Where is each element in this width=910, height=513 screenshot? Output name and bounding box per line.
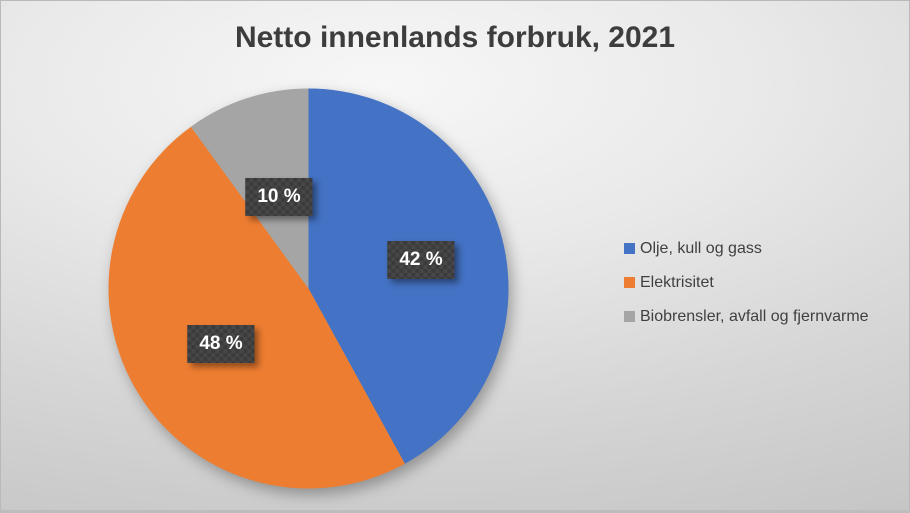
legend-swatch-icon — [624, 243, 635, 254]
pie-slice-1 — [108, 126, 405, 489]
legend-item-2: Biobrensler, avfall og fjernvarme — [624, 306, 869, 327]
legend: Olje, kull og gass Elektrisitet Biobrensle… — [624, 238, 869, 327]
data-label-2: 10 % — [245, 178, 313, 216]
legend-item-label: Biobrensler, avfall og fjernvarme — [640, 307, 869, 325]
legend-item-label: Elektrisitet — [640, 273, 714, 291]
legend-item-1: Elektrisitet — [624, 272, 869, 293]
pie-slices-group — [108, 88, 509, 489]
legend-item-label: Olje, kull og gass — [640, 239, 762, 257]
legend-swatch-icon — [624, 277, 635, 288]
data-label-0: 42 % — [387, 241, 455, 279]
legend-swatch-icon — [624, 311, 635, 322]
chart-title: Netto innenlands forbruk, 2021 — [234, 21, 676, 54]
data-label-1: 48 % — [187, 325, 255, 363]
legend-item-0: Olje, kull og gass — [624, 238, 869, 259]
